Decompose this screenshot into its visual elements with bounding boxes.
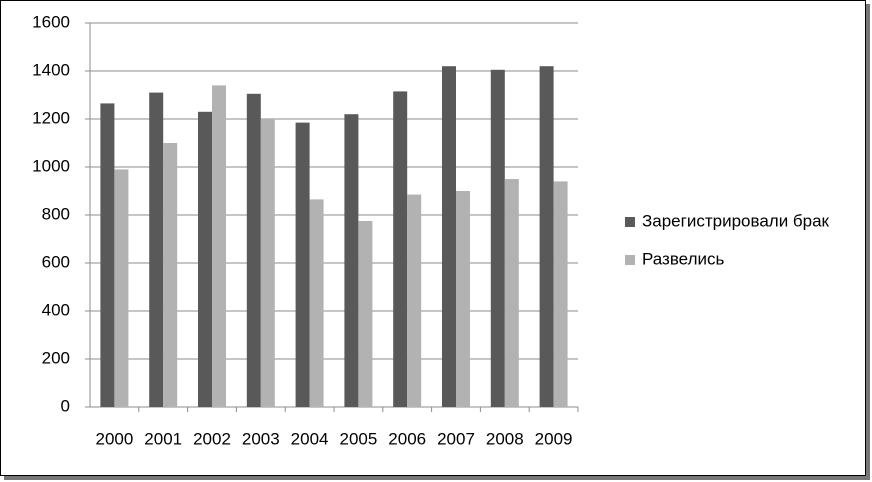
- bar: [393, 91, 408, 408]
- x-tick-label: 2004: [291, 429, 329, 448]
- y-tick-label: 200: [42, 348, 70, 367]
- x-tick-label: 2002: [193, 429, 231, 448]
- bar: [309, 199, 324, 407]
- bar: [539, 66, 554, 407]
- x-tick-label: 2001: [144, 429, 182, 448]
- bar: [246, 93, 261, 408]
- bar: [212, 85, 226, 408]
- legend-swatch: [625, 217, 635, 227]
- bar: [358, 221, 373, 407]
- y-tick-label: 1400: [32, 60, 70, 79]
- bar: [114, 169, 129, 407]
- x-tick-label: 2005: [339, 429, 377, 448]
- bar: [295, 122, 310, 407]
- y-tick-label: 600: [42, 252, 70, 271]
- bar: [456, 191, 470, 407]
- legend-swatch: [625, 255, 635, 265]
- legend-label: Развелись: [642, 249, 724, 268]
- y-tick-label: 400: [42, 300, 70, 319]
- x-tick-label: 2007: [437, 429, 475, 448]
- legend-label: Зарегистрировали брак: [642, 211, 830, 230]
- bar: [504, 179, 519, 407]
- bar: [260, 119, 275, 407]
- bar: [100, 103, 115, 408]
- bar: [198, 111, 212, 408]
- y-tick-label: 1000: [32, 156, 70, 175]
- bar: [407, 194, 422, 407]
- y-tick-label: 1200: [32, 108, 70, 127]
- y-tick-label: 0: [61, 396, 70, 415]
- x-tick-label: 2000: [95, 429, 133, 448]
- x-tick-label: 2003: [242, 429, 280, 448]
- bar: [149, 92, 164, 407]
- bar: [163, 143, 178, 407]
- x-tick-label: 2006: [388, 429, 426, 448]
- bar: [442, 66, 456, 407]
- x-tick-label: 2008: [486, 429, 524, 448]
- y-tick-label: 800: [42, 204, 70, 223]
- bar: [344, 114, 359, 407]
- y-tick-label: 1600: [32, 12, 70, 31]
- bar: [553, 181, 568, 407]
- bar: [490, 69, 505, 408]
- x-tick-label: 2009: [535, 429, 573, 448]
